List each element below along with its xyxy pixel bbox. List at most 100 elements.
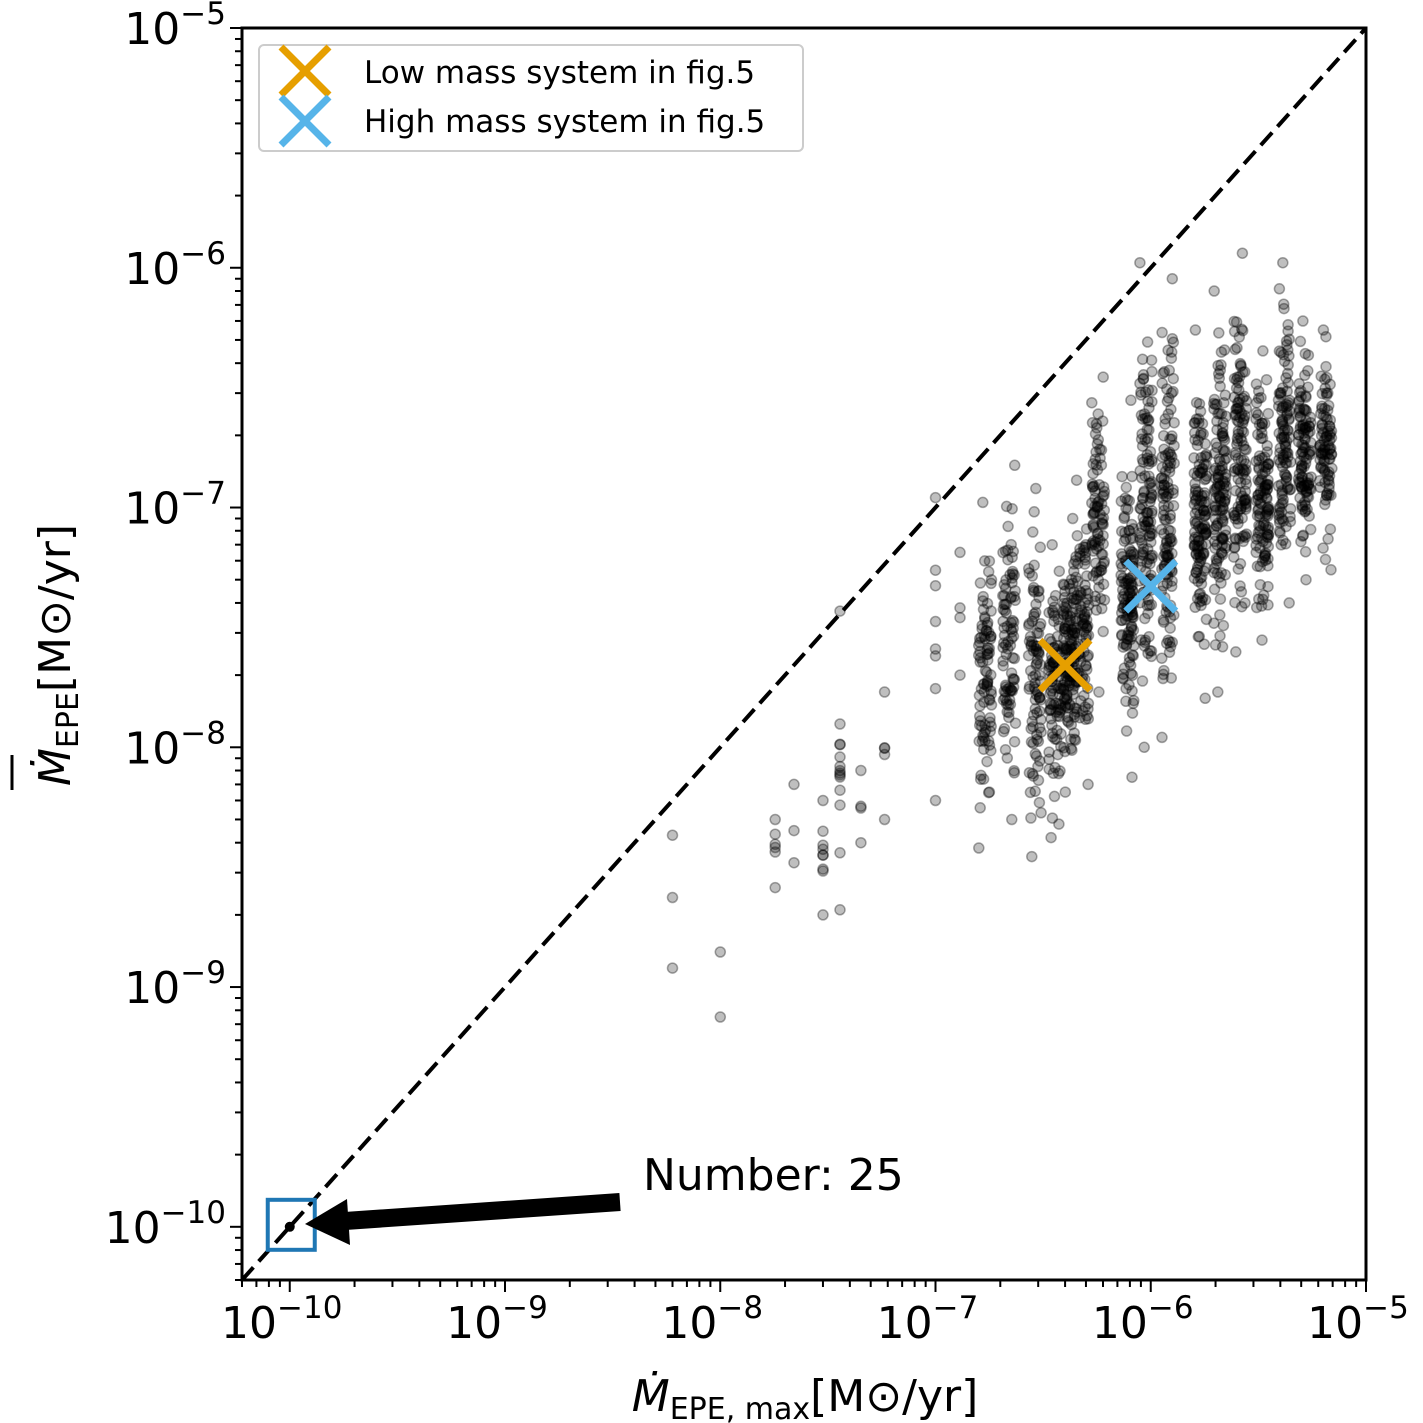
data-point <box>1091 500 1103 513</box>
data-point <box>1218 495 1231 507</box>
data-point <box>1124 572 1137 584</box>
data-point <box>1189 483 1202 495</box>
data-point <box>1284 515 1297 528</box>
data-point <box>1092 496 1104 509</box>
data-point <box>997 659 1009 672</box>
data-point <box>1092 573 1105 586</box>
data-point <box>1091 422 1103 434</box>
data-point <box>1319 553 1332 566</box>
data-point <box>1296 503 1309 515</box>
data-point <box>1058 643 1071 656</box>
data-point <box>1189 324 1202 336</box>
data-point <box>974 700 986 712</box>
data-point <box>1025 736 1038 748</box>
data-point <box>1142 507 1154 519</box>
data-point <box>979 632 991 645</box>
data-point <box>1210 437 1222 449</box>
data-point <box>1090 418 1103 430</box>
data-point <box>1161 549 1173 562</box>
data-point <box>1074 589 1087 601</box>
data-point <box>1034 617 1047 630</box>
data-point <box>997 641 1009 654</box>
data-point <box>1062 620 1074 633</box>
data-point <box>1190 566 1202 579</box>
data-point <box>1162 549 1174 561</box>
data-point <box>1121 575 1134 587</box>
data-point <box>1219 444 1231 457</box>
data-point <box>1122 591 1134 603</box>
data-point <box>1120 639 1133 652</box>
data-point <box>1051 724 1063 737</box>
data-point <box>1066 744 1078 756</box>
data-point <box>1137 369 1150 381</box>
data-point <box>1273 507 1285 519</box>
data-point <box>1166 575 1178 587</box>
data-point <box>1157 492 1169 504</box>
data-point <box>1051 679 1063 691</box>
data-point <box>1028 559 1040 572</box>
data-point <box>1209 639 1222 651</box>
data-point <box>1070 622 1082 635</box>
data-point <box>1004 685 1016 698</box>
data-point <box>978 630 990 643</box>
data-point <box>1006 614 1019 627</box>
data-point <box>1068 727 1080 739</box>
data-point <box>1324 523 1337 535</box>
data-point <box>1033 692 1046 704</box>
data-point <box>1157 668 1170 681</box>
data-point <box>1061 715 1074 727</box>
data-point <box>1070 602 1082 615</box>
data-point <box>1024 630 1037 643</box>
data-point <box>1126 707 1139 719</box>
data-point <box>1199 594 1212 606</box>
data-point <box>1127 523 1140 535</box>
data-point <box>1164 512 1176 525</box>
data-point <box>1143 458 1155 470</box>
data-point <box>1080 659 1092 672</box>
data-point <box>1126 649 1139 661</box>
data-point <box>1188 427 1201 439</box>
data-point <box>1146 455 1158 468</box>
data-point <box>1086 478 1099 490</box>
data-point <box>983 693 995 706</box>
data-point <box>1096 548 1109 561</box>
data-point <box>1069 554 1082 567</box>
data-point <box>980 724 992 736</box>
data-point <box>1217 501 1229 513</box>
data-point <box>1006 813 1018 826</box>
data-point <box>1216 430 1229 442</box>
data-point <box>1069 593 1082 606</box>
data-point <box>1125 548 1137 561</box>
data-point <box>1058 579 1070 591</box>
data-point <box>1200 562 1212 574</box>
data-point <box>1196 417 1209 430</box>
data-point <box>1043 664 1055 677</box>
data-point <box>1193 557 1206 570</box>
data-point <box>1061 610 1074 622</box>
data-point <box>1097 481 1110 493</box>
data-point <box>1166 451 1178 463</box>
data-point <box>1005 632 1018 645</box>
data-point <box>878 748 891 761</box>
data-point <box>1123 651 1136 664</box>
data-point <box>1118 510 1131 523</box>
data-point <box>1008 459 1021 472</box>
data-point <box>1235 323 1248 335</box>
data-point <box>1155 523 1168 536</box>
data-point <box>1115 569 1127 581</box>
data-point <box>997 725 1010 738</box>
data-point <box>1087 520 1099 532</box>
data-point <box>1295 462 1308 475</box>
data-point <box>1028 610 1040 623</box>
data-point <box>1220 480 1232 492</box>
annotation: Number: 25 <box>265 1150 904 1252</box>
data-point <box>929 650 942 662</box>
data-point <box>1194 550 1206 563</box>
data-point <box>1126 771 1138 783</box>
data-point <box>1135 389 1147 401</box>
data-point <box>1157 509 1170 522</box>
data-point <box>1160 514 1172 526</box>
data-point <box>1071 575 1084 587</box>
data-point <box>1317 426 1330 439</box>
data-point <box>979 735 991 747</box>
